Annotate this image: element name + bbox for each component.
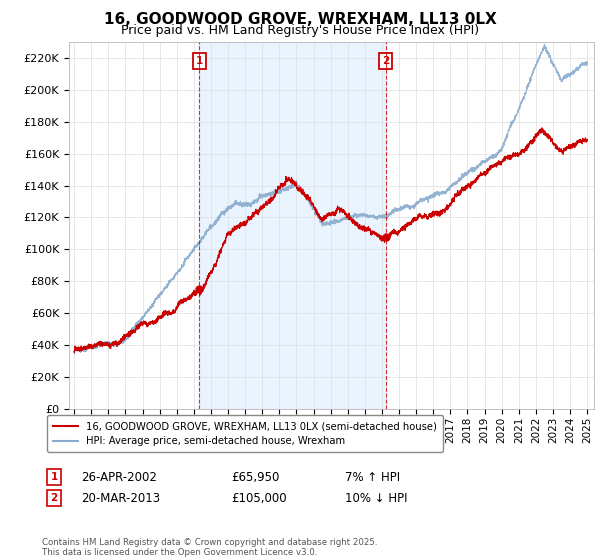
Legend: 16, GOODWOOD GROVE, WREXHAM, LL13 0LX (semi-detached house), HPI: Average price,: 16, GOODWOOD GROVE, WREXHAM, LL13 0LX (s…	[47, 416, 443, 452]
Text: 1: 1	[196, 56, 203, 66]
Text: Price paid vs. HM Land Registry's House Price Index (HPI): Price paid vs. HM Land Registry's House …	[121, 24, 479, 37]
Text: 2: 2	[382, 56, 389, 66]
Text: Contains HM Land Registry data © Crown copyright and database right 2025.
This d: Contains HM Land Registry data © Crown c…	[42, 538, 377, 557]
Text: 1: 1	[50, 472, 58, 482]
Text: 26-APR-2002: 26-APR-2002	[81, 470, 157, 484]
Text: 7% ↑ HPI: 7% ↑ HPI	[345, 470, 400, 484]
Text: £105,000: £105,000	[231, 492, 287, 505]
Text: £65,950: £65,950	[231, 470, 280, 484]
Text: 20-MAR-2013: 20-MAR-2013	[81, 492, 160, 505]
Text: 2: 2	[50, 493, 58, 503]
Bar	[199, 42, 386, 409]
Text: 16, GOODWOOD GROVE, WREXHAM, LL13 0LX: 16, GOODWOOD GROVE, WREXHAM, LL13 0LX	[104, 12, 496, 27]
Text: 10% ↓ HPI: 10% ↓ HPI	[345, 492, 407, 505]
